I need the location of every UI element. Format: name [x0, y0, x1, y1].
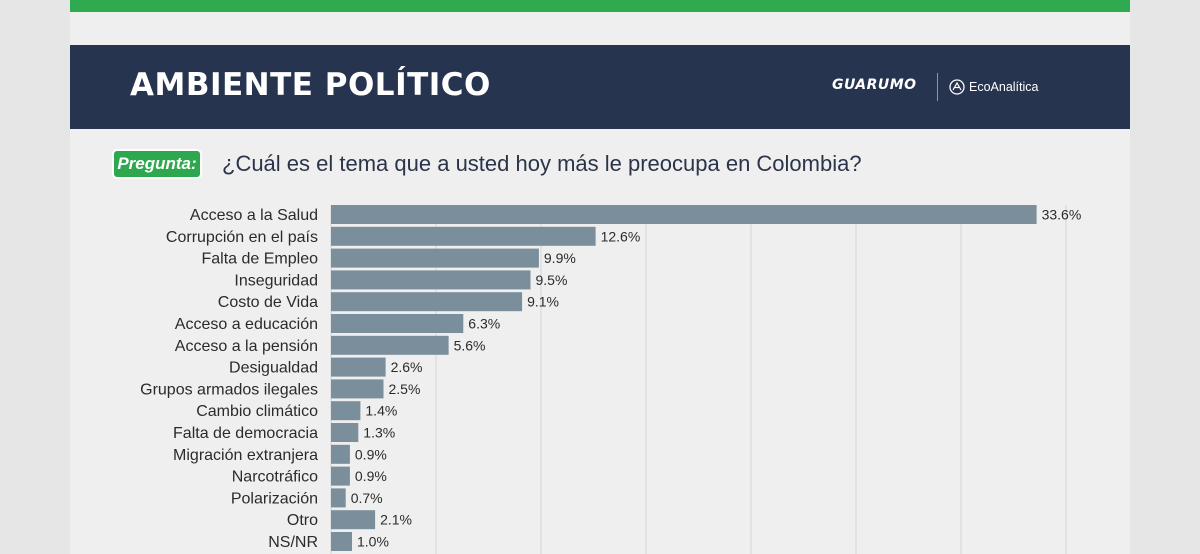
bar: [331, 335, 449, 355]
question-text: ¿Cuál es el tema que a usted hoy más le …: [222, 151, 862, 176]
value-label: 0.9%: [355, 446, 387, 462]
bar: [331, 270, 531, 290]
value-label: 1.4%: [365, 403, 397, 419]
bar: [331, 532, 352, 551]
bar: [331, 248, 539, 268]
value-label: 0.7%: [351, 490, 383, 506]
value-label: 6.3%: [468, 316, 500, 332]
value-label: 33.6%: [1042, 207, 1082, 223]
bar: [331, 488, 346, 508]
ecoanalitica-label: EcoAnalítica: [969, 80, 1039, 94]
value-label: 9.1%: [527, 294, 559, 310]
category-label: Acceso a la pensión: [175, 338, 318, 355]
category-label: Falta de Empleo: [201, 251, 318, 268]
ecoanalitica-logo: EcoAnalítica: [949, 73, 1038, 101]
slide-card: AMBIENTE POLÍTICO GUARUMO EcoAnalítica P…: [70, 0, 1130, 554]
value-label: 12.6%: [601, 228, 641, 244]
bar: [331, 357, 386, 377]
category-label: Cambio climático: [196, 403, 318, 420]
value-label: 5.6%: [454, 337, 486, 353]
value-label: 1.0%: [357, 534, 389, 550]
top-accent-bar: [70, 0, 1130, 12]
category-label: Acceso a educación: [175, 316, 318, 333]
bar: [331, 226, 596, 246]
pregunta-badge: Pregunta:: [112, 149, 202, 179]
category-label: Otro: [287, 512, 318, 529]
value-label: 9.9%: [544, 250, 576, 266]
ecoanalitica-icon: [949, 79, 965, 95]
bar: [331, 423, 359, 442]
right-margin: [1130, 0, 1200, 554]
value-label: 2.6%: [391, 359, 423, 375]
bar: [331, 379, 384, 399]
category-label: Corrupción en el país: [166, 229, 318, 246]
page-title: AMBIENTE POLÍTICO: [130, 67, 491, 103]
category-label: Polarización: [231, 490, 318, 507]
bar: [331, 466, 350, 486]
category-label: Costo de Vida: [218, 294, 318, 311]
category-label: NS/NR: [268, 534, 318, 551]
bar: [331, 401, 361, 421]
brand-divider: [937, 73, 938, 101]
bar: [331, 314, 464, 333]
category-label: Inseguridad: [234, 272, 318, 289]
bar: [331, 292, 523, 312]
value-label: 2.5%: [389, 381, 421, 397]
category-label: Acceso a la Salud: [190, 207, 318, 224]
value-label: 9.5%: [536, 272, 568, 288]
value-label: 2.1%: [380, 512, 412, 528]
left-margin: [0, 0, 70, 554]
bar: [331, 205, 1037, 224]
bar: [331, 444, 350, 464]
category-label: Desigualdad: [229, 360, 318, 377]
value-label: 0.9%: [355, 468, 387, 484]
category-label: Falta de democracia: [173, 425, 318, 442]
category-label: Migración extranjera: [173, 447, 318, 464]
category-label: Grupos armados ilegales: [140, 381, 318, 398]
bar-chart: Acceso a la Salud 33.6% Corrupción en el p…: [140, 205, 1082, 554]
header-banner: AMBIENTE POLÍTICO GUARUMO EcoAnalítica: [70, 45, 1130, 129]
value-label: 1.3%: [363, 425, 395, 441]
category-label: Narcotráfico: [232, 469, 318, 486]
bar: [331, 510, 376, 530]
guarumo-logo: GUARUMO: [832, 77, 917, 93]
